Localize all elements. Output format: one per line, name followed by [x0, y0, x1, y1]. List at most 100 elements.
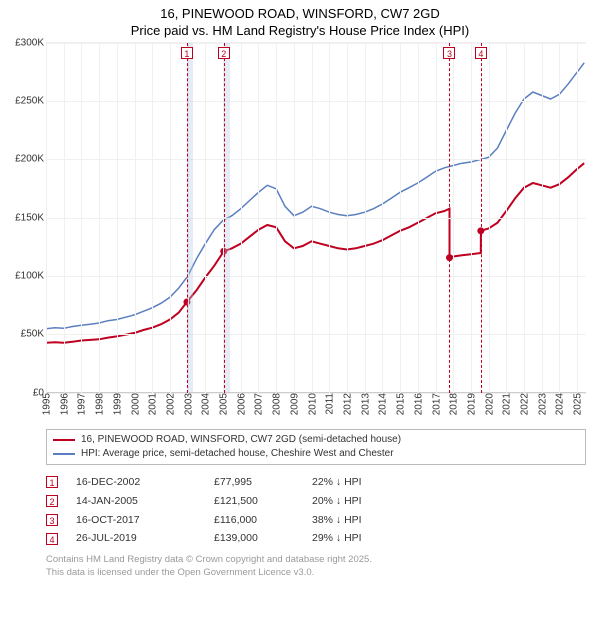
gridline-v — [117, 43, 118, 393]
xtick-label: 2004 — [199, 393, 212, 415]
xtick-label: 2014 — [376, 393, 389, 415]
xtick-label: 2015 — [394, 393, 407, 415]
event-row: 316-OCT-2017£116,00038% ↓ HPI — [46, 511, 586, 530]
gridline-v — [400, 43, 401, 393]
event-marker: 1 — [181, 47, 193, 59]
event-line — [481, 43, 482, 393]
title-line1: 16, PINEWOOD ROAD, WINSFORD, CW7 2GD — [8, 6, 592, 23]
gridline-v — [489, 43, 490, 393]
xtick-label: 2002 — [163, 393, 176, 415]
gridline-h — [46, 218, 586, 219]
xtick-label: 2001 — [146, 393, 159, 415]
gridline-v — [205, 43, 206, 393]
footer-note: Contains HM Land Registry data © Crown c… — [46, 554, 586, 579]
ytick-label: £200K — [15, 154, 46, 165]
event-date: 14-JAN-2005 — [76, 492, 196, 511]
xtick-label: 2020 — [482, 393, 495, 415]
xtick-label: 2016 — [411, 393, 424, 415]
gridline-v — [365, 43, 366, 393]
event-price: £121,500 — [214, 492, 294, 511]
gridline-v — [99, 43, 100, 393]
xtick-label: 1999 — [110, 393, 123, 415]
xtick-label: 2006 — [234, 393, 247, 415]
gridline-v — [241, 43, 242, 393]
xtick-label: 2011 — [323, 393, 336, 415]
legend-row-hpi: HPI: Average price, semi-detached house,… — [53, 447, 579, 461]
gridline-v — [471, 43, 472, 393]
gridline-v — [152, 43, 153, 393]
ytick-label: £300K — [15, 37, 46, 48]
gridline-v — [81, 43, 82, 393]
xtick-label: 2021 — [500, 393, 513, 415]
event-pct: 20% ↓ HPI — [312, 492, 422, 511]
plot-area: £0£50K£100K£150K£200K£250K£300K199519961… — [46, 42, 586, 393]
event-price: £116,000 — [214, 511, 294, 530]
event-pct: 29% ↓ HPI — [312, 529, 422, 548]
legend-label-hpi: HPI: Average price, semi-detached house,… — [81, 447, 394, 461]
gridline-v — [135, 43, 136, 393]
xtick-label: 2010 — [305, 393, 318, 415]
events-table: 116-DEC-2002£77,99522% ↓ HPI214-JAN-2005… — [46, 473, 586, 549]
gridline-v — [312, 43, 313, 393]
gridline-v — [46, 43, 47, 393]
chart-title: 16, PINEWOOD ROAD, WINSFORD, CW7 2GD Pri… — [8, 6, 592, 40]
xtick-label: 2000 — [128, 393, 141, 415]
gridline-v — [506, 43, 507, 393]
series-property — [46, 163, 584, 343]
gridline-v — [294, 43, 295, 393]
gridline-v — [64, 43, 65, 393]
legend-label-property: 16, PINEWOOD ROAD, WINSFORD, CW7 2GD (se… — [81, 433, 401, 447]
event-marker: 2 — [218, 47, 230, 59]
xtick-label: 2005 — [217, 393, 230, 415]
gridline-v — [258, 43, 259, 393]
xtick-label: 2017 — [429, 393, 442, 415]
xtick-label: 2023 — [535, 393, 548, 415]
event-num: 3 — [46, 514, 58, 526]
xtick-label: 2013 — [358, 393, 371, 415]
event-date: 16-OCT-2017 — [76, 511, 196, 530]
event-price: £77,995 — [214, 473, 294, 492]
ytick-label: £50K — [21, 329, 46, 340]
gridline-v — [170, 43, 171, 393]
legend-swatch-property — [53, 439, 75, 441]
gridline-v — [276, 43, 277, 393]
ytick-label: £250K — [15, 96, 46, 107]
event-row: 116-DEC-2002£77,99522% ↓ HPI — [46, 473, 586, 492]
ytick-label: £100K — [15, 271, 46, 282]
xtick-label: 2019 — [464, 393, 477, 415]
gridline-h — [46, 101, 586, 102]
xtick-label: 1995 — [40, 393, 53, 415]
event-num: 4 — [46, 533, 58, 545]
gridline-v — [382, 43, 383, 393]
xtick-label: 2008 — [270, 393, 283, 415]
event-price: £139,000 — [214, 529, 294, 548]
xtick-label: 2009 — [287, 393, 300, 415]
xtick-label: 2003 — [181, 393, 194, 415]
event-line — [449, 43, 450, 393]
event-line — [187, 43, 188, 393]
event-line — [224, 43, 225, 393]
footer-line2: This data is licensed under the Open Gov… — [46, 567, 586, 579]
gridline-v — [453, 43, 454, 393]
gridline-v — [524, 43, 525, 393]
footer-line1: Contains HM Land Registry data © Crown c… — [46, 554, 586, 566]
title-line2: Price paid vs. HM Land Registry's House … — [8, 23, 592, 40]
xtick-label: 1996 — [57, 393, 70, 415]
event-date: 16-DEC-2002 — [76, 473, 196, 492]
series-hpi — [46, 63, 584, 329]
gridline-v — [559, 43, 560, 393]
event-row: 4 26-JUL-2019 £139,000 29% ↓ HPI — [46, 529, 586, 548]
event-num: 2 — [46, 495, 58, 507]
event-marker: 3 — [443, 47, 455, 59]
gridline-v — [542, 43, 543, 393]
legend-row-property: 16, PINEWOOD ROAD, WINSFORD, CW7 2GD (se… — [53, 433, 579, 447]
gridline-h — [46, 334, 586, 335]
xtick-label: 2018 — [447, 393, 460, 415]
event-date: 26-JUL-2019 — [76, 529, 196, 548]
event-num: 1 — [46, 476, 58, 488]
xtick-label: 2022 — [518, 393, 531, 415]
gridline-v — [436, 43, 437, 393]
gridline-h — [46, 159, 586, 160]
gridline-h — [46, 43, 586, 44]
xtick-label: 2012 — [340, 393, 353, 415]
